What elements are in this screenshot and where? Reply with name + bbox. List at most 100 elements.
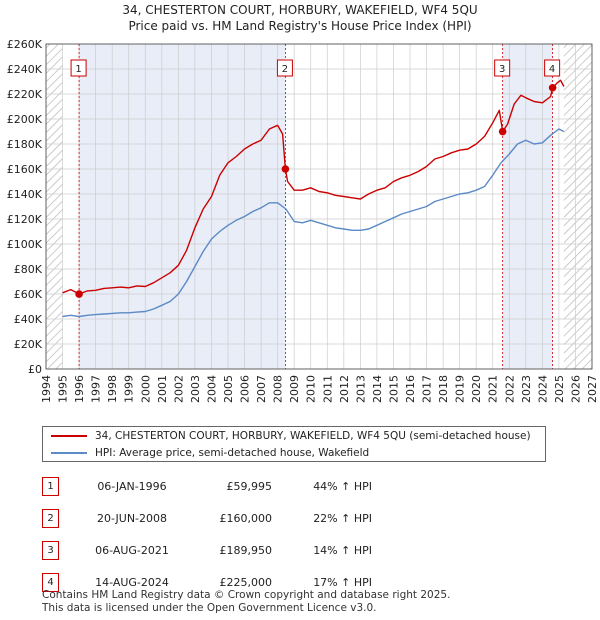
sale-hpi: 17% ↑ HPI — [313, 575, 372, 589]
x-tick-label: 2022 — [503, 375, 516, 403]
sale-number-label: 1 — [75, 64, 81, 75]
sales-row: 2 20-JUN-2008 £160,000 22% ↑ HPI — [42, 502, 372, 534]
plot-frame — [45, 43, 593, 370]
sale-hpi: 14% ↑ HPI — [313, 543, 372, 557]
x-tick-label: 1995 — [57, 375, 70, 403]
x-tick-label: 2009 — [288, 375, 301, 403]
legend-swatch-property — [51, 435, 87, 437]
sale-price: £59,995 — [226, 479, 273, 493]
y-tick-label: £240K — [7, 63, 43, 76]
legend-label-property: 34, CHESTERTON COURT, HORBURY, WAKEFIELD… — [95, 430, 531, 442]
sale-number-badge: 2 — [42, 508, 59, 528]
sale-price: £189,950 — [219, 543, 273, 557]
x-tick-label: 2018 — [437, 375, 450, 403]
ownership-shade — [79, 44, 286, 369]
legend-label-hpi: HPI: Average price, semi-detached house,… — [95, 447, 370, 459]
x-tick-label: 1996 — [73, 375, 86, 403]
chart-subtitle: Price paid vs. HM Land Registry's House … — [128, 19, 472, 33]
x-tick-label: 2016 — [404, 375, 417, 403]
x-tick-label: 2004 — [205, 375, 218, 403]
y-tick-label: £200K — [7, 113, 43, 126]
y-tick-label: £220K — [7, 88, 43, 101]
sale-number-box — [494, 59, 511, 77]
sale-number-badge: 1 — [42, 476, 59, 496]
x-tick-label: 2025 — [553, 375, 566, 403]
x-tick-label: 2021 — [487, 375, 500, 403]
sale-number-badge: 4 — [42, 572, 59, 592]
x-tick-label: 2027 — [586, 375, 599, 403]
x-tick-label: 2012 — [338, 375, 351, 403]
chart-title: 34, CHESTERTON COURT, HORBURY, WAKEFIELD… — [122, 3, 478, 17]
y-tick-label: £160K — [7, 163, 43, 176]
sale-number-badge: 3 — [42, 540, 59, 560]
legend-item-hpi: HPI: Average price, semi-detached house,… — [51, 445, 369, 461]
x-tick-label: 2014 — [371, 375, 384, 403]
sale-date: 14-AUG-2024 — [95, 575, 169, 589]
x-tick-label: 2001 — [156, 375, 169, 403]
x-tick-label: 2010 — [305, 375, 318, 403]
sale-number-label: 3 — [499, 64, 505, 75]
legend-item-property: 34, CHESTERTON COURT, HORBURY, WAKEFIELD… — [51, 428, 531, 444]
legend-swatch-hpi — [51, 452, 87, 454]
sale-date: 06-AUG-2021 — [95, 543, 169, 557]
sale-point — [281, 165, 290, 173]
x-tick-label: 2024 — [536, 375, 549, 403]
footer-copyright: Contains HM Land Registry data © Crown c… — [42, 589, 451, 601]
sale-number-box — [70, 59, 87, 77]
sale-price: £225,000 — [219, 575, 273, 589]
x-tick-label: 2011 — [321, 375, 334, 403]
x-tick-label: 2013 — [354, 375, 367, 403]
sales-row: 4 14-AUG-2024 £225,000 17% ↑ HPI — [42, 566, 372, 598]
sale-hpi: 22% ↑ HPI — [313, 511, 372, 525]
x-tick-label: 2026 — [569, 375, 582, 403]
sale-point — [548, 83, 557, 92]
x-tick-label: 2005 — [222, 375, 235, 403]
x-tick-label: 2020 — [470, 375, 483, 403]
sale-price: £160,000 — [219, 511, 273, 525]
sale-number-label: 4 — [549, 64, 555, 75]
y-tick-label: £0 — [28, 363, 42, 376]
x-tick-label: 1994 — [40, 375, 53, 403]
y-tick-label: £120K — [7, 213, 43, 226]
x-tick-label: 2002 — [172, 375, 185, 403]
sale-point — [498, 127, 507, 136]
y-tick-label: £60K — [14, 288, 43, 301]
y-tick-label: £260K — [7, 38, 43, 51]
sale-date: 06-JAN-1996 — [97, 479, 167, 493]
y-tick-label: £140K — [7, 188, 43, 201]
x-tick-label: 1998 — [106, 375, 119, 403]
x-tick-label: 2000 — [139, 375, 152, 403]
x-tick-label: 2006 — [239, 375, 252, 403]
hatch-region-start — [46, 44, 63, 369]
x-tick-label: 2003 — [189, 375, 202, 403]
legend: 34, CHESTERTON COURT, HORBURY, WAKEFIELD… — [42, 426, 546, 462]
sale-date: 20-JUN-2008 — [96, 511, 168, 525]
x-tick-label: 1997 — [90, 375, 103, 403]
sales-row: 3 06-AUG-2021 £189,950 14% ↑ HPI — [42, 534, 372, 566]
x-tick-label: 2015 — [387, 375, 400, 403]
sale-number-label: 2 — [282, 64, 288, 75]
y-tick-label: £180K — [7, 138, 43, 151]
x-tick-label: 2019 — [454, 375, 467, 403]
hpi-series-line — [62, 128, 565, 318]
x-tick-label: 2017 — [421, 375, 434, 403]
x-tick-label: 2007 — [255, 375, 268, 403]
ownership-shade — [502, 44, 553, 369]
sale-number-box — [544, 59, 561, 77]
y-tick-label: £20K — [14, 338, 43, 351]
x-tick-label: 2008 — [272, 375, 285, 403]
footer-license: This data is licensed under the Open Gov… — [42, 602, 377, 614]
footer: Contains HM Land Registry data © Crown c… — [42, 589, 450, 615]
y-tick-label: £100K — [7, 238, 43, 251]
x-tick-label: 2023 — [520, 375, 533, 403]
y-tick-label: £40K — [14, 313, 43, 326]
y-tick-label: £80K — [14, 263, 43, 276]
sales-row: 1 06-JAN-1996 £59,995 44% ↑ HPI — [42, 470, 372, 502]
x-tick-label: 1999 — [123, 375, 136, 403]
sale-hpi: 44% ↑ HPI — [313, 479, 372, 493]
sales-table: 1 06-JAN-1996 £59,995 44% ↑ HPI 2 20-JUN… — [42, 470, 372, 598]
sale-point — [75, 290, 83, 298]
hatch-region-end — [563, 44, 592, 369]
sale-number-box — [276, 59, 293, 77]
